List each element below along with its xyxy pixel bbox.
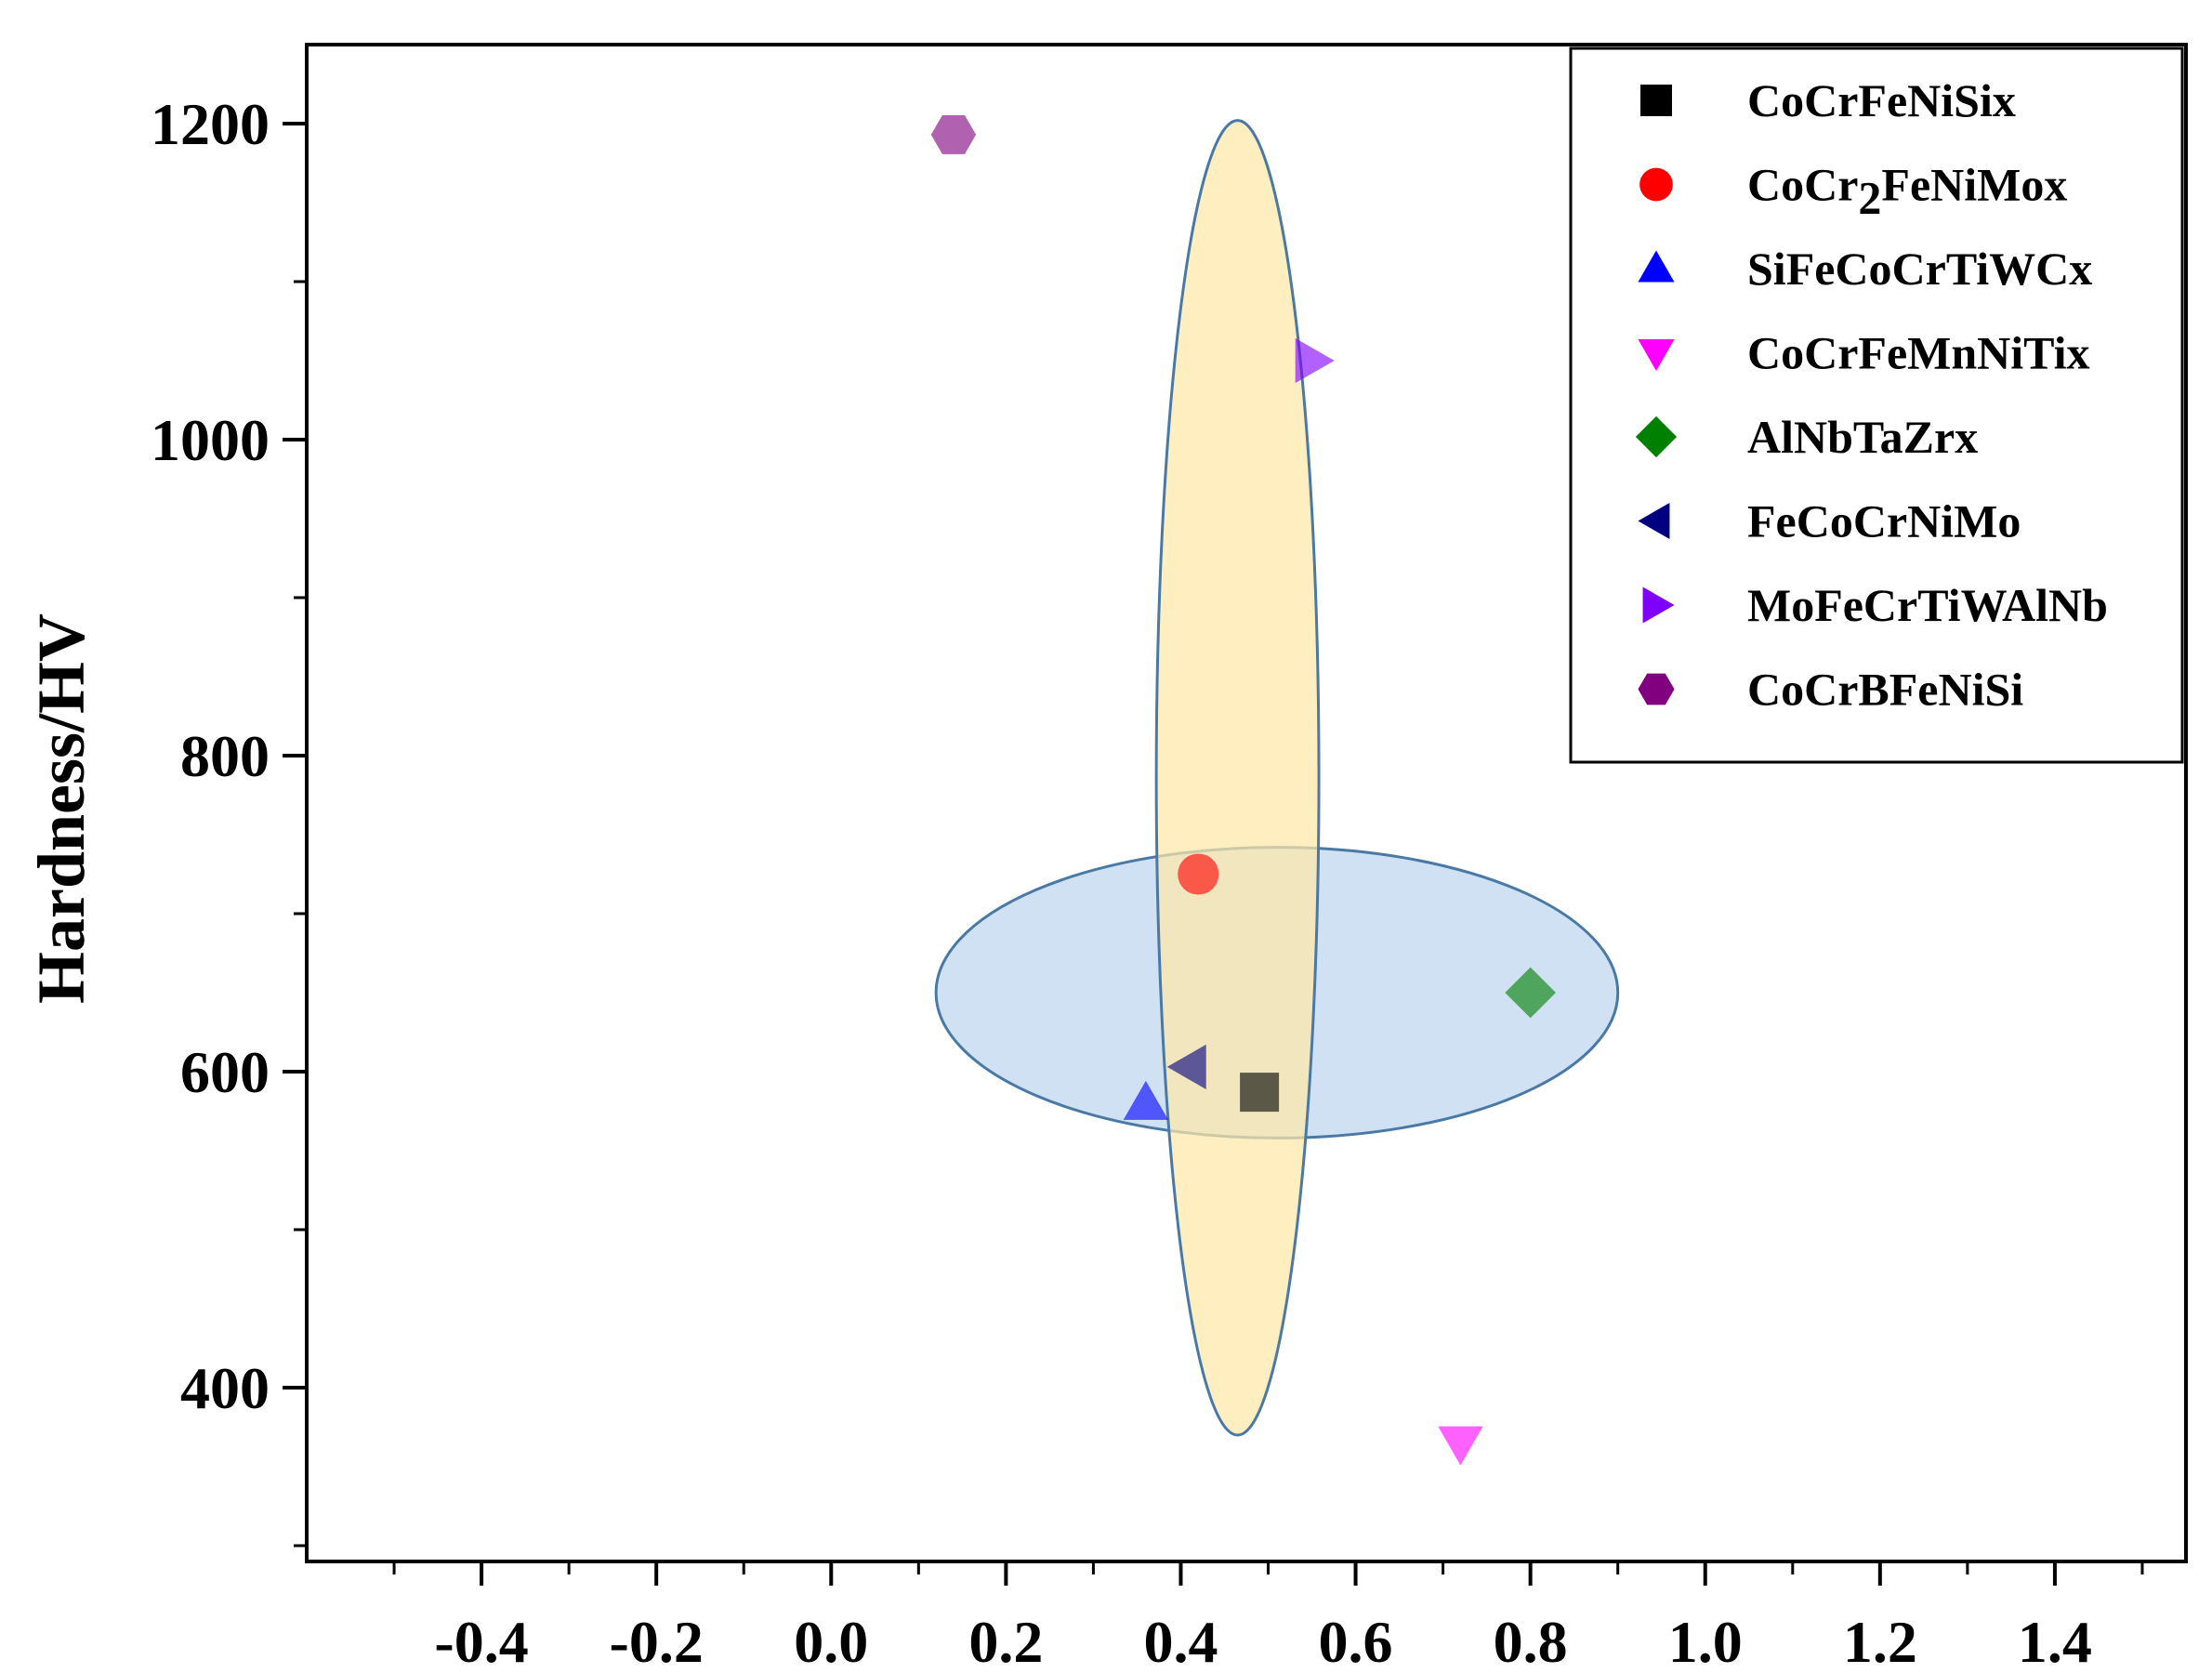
y-tick-label: 600 (180, 1039, 270, 1105)
legend-marker-diamond (1635, 415, 1678, 458)
y-tick-label: 1200 (151, 91, 270, 157)
data-point-hexagon (930, 114, 977, 154)
x-tick-label: -0.2 (610, 1609, 704, 1673)
legend-marker-circle (1639, 167, 1673, 202)
data-point-triangle-left (1166, 1044, 1206, 1090)
plot-frame (305, 43, 2188, 1563)
legend-marker-triangle-right (1642, 586, 1675, 624)
legend-marker-hexagon (1638, 673, 1675, 705)
legend-marker-triangle-down (1638, 339, 1675, 372)
legend-marker-triangle-up (1638, 250, 1675, 283)
legend-label: CoCrFeNiSix (1747, 74, 2016, 126)
data-point-square (1240, 1073, 1280, 1113)
data-point-circle (1178, 853, 1219, 895)
legend: CoCrFeNiSix CoCr2FeNiMox SiFeCoCrTiWCx CoCr… (1569, 46, 2184, 764)
points-layer (930, 114, 1556, 1466)
data-point-diamond (1505, 967, 1556, 1019)
legend-label: FeCoCrNiMo (1747, 495, 2021, 547)
y-tick-label: 800 (180, 723, 270, 789)
x-tick-label: 0.2 (968, 1609, 1043, 1673)
regions-layer (934, 119, 1620, 1437)
legend-label: AlNbTaZrx (1747, 411, 1978, 463)
legend-label: SiFeCoCrTiWCx (1747, 243, 2092, 295)
x-tick-label: 1.2 (1843, 1609, 1917, 1673)
legend-box (1569, 46, 2184, 764)
data-point-triangle-down (1438, 1426, 1483, 1466)
x-tick-label: 0.6 (1319, 1609, 1393, 1673)
x-tick-label: 1.0 (1668, 1609, 1743, 1673)
x-tick-label: 0.8 (1494, 1609, 1568, 1673)
data-point-triangle-up (1123, 1080, 1168, 1120)
data-point-triangle-right (1295, 337, 1335, 384)
x-tick-label: 1.4 (2018, 1609, 2092, 1673)
vertical-ellipse (1154, 119, 1321, 1437)
axes-layer: -0.4 -0.2 0.0 0.2 0.4 0.6 0.8 1.0 1.2 1.4 400 600 80… (151, 43, 2188, 1673)
legend-label: CoCrFeMnNiTix (1747, 327, 2089, 379)
legend-label: CoCrBFeNiSi (1747, 664, 2023, 716)
legend-label: CoCr2FeNiMox (1747, 159, 2067, 224)
legend-label: MoFeCrTiWAlNb (1747, 579, 2108, 631)
x-tick-label: 0.0 (794, 1609, 868, 1673)
x-tick-label: 0.4 (1143, 1609, 1218, 1673)
legend-marker-triangle-left (1638, 502, 1670, 540)
y-tick-label: 400 (180, 1355, 270, 1421)
y-tick-label: 1000 (151, 407, 270, 473)
y-axis-title: Hardness/HV (24, 613, 99, 1004)
legend-marker-square (1640, 85, 1672, 116)
x-tick-label: -0.4 (434, 1609, 528, 1673)
